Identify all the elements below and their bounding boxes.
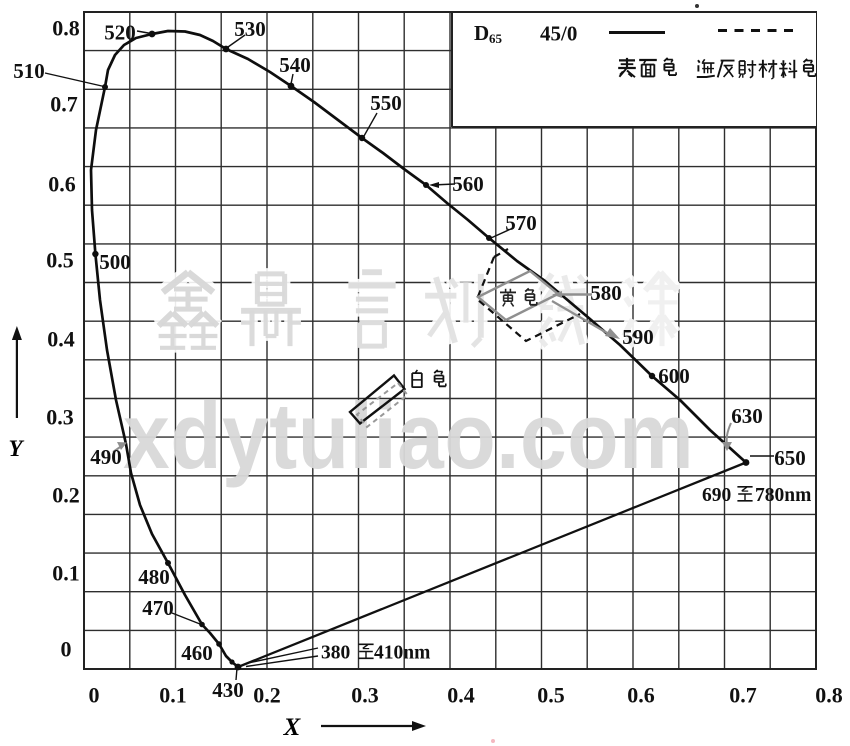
svg-text:0.5: 0.5: [537, 683, 565, 708]
svg-text:490: 490: [90, 445, 122, 469]
svg-text:0: 0: [61, 637, 72, 662]
svg-text:0.8: 0.8: [52, 16, 80, 41]
svg-text:0.1: 0.1: [52, 561, 80, 586]
svg-text:0.8: 0.8: [815, 683, 843, 708]
svg-text:Y: Y: [8, 436, 24, 461]
svg-text:0.3: 0.3: [46, 405, 74, 430]
svg-text:0.4: 0.4: [447, 683, 475, 708]
svg-text:xdytuliao.com: xdytuliao.com: [123, 383, 694, 488]
svg-text:500: 500: [99, 250, 131, 274]
svg-text:0.4: 0.4: [47, 327, 75, 352]
svg-text:600: 600: [658, 364, 690, 388]
svg-text:650: 650: [774, 446, 806, 470]
svg-text:510: 510: [13, 59, 45, 83]
svg-text:580: 580: [590, 281, 622, 305]
svg-text:380: 380: [321, 643, 350, 664]
svg-text:480: 480: [138, 565, 170, 589]
svg-text:0.7: 0.7: [729, 683, 757, 708]
svg-text:D: D: [474, 21, 489, 45]
svg-text:410nm: 410nm: [374, 643, 430, 664]
svg-text:780nm: 780nm: [755, 485, 811, 506]
svg-text:0.7: 0.7: [50, 92, 78, 117]
svg-text:0: 0: [89, 683, 100, 708]
svg-text:0.1: 0.1: [159, 683, 187, 708]
svg-text:430: 430: [212, 678, 244, 702]
svg-text:630: 630: [731, 404, 763, 428]
svg-text:0.6: 0.6: [48, 172, 76, 197]
svg-text:520: 520: [104, 21, 136, 45]
svg-text:65: 65: [489, 31, 503, 46]
svg-text:0.2: 0.2: [52, 483, 80, 508]
svg-text:570: 570: [505, 211, 537, 235]
svg-text:540: 540: [279, 53, 311, 77]
svg-text:590: 590: [622, 325, 654, 349]
svg-text:0.3: 0.3: [351, 683, 379, 708]
svg-text:550: 550: [370, 91, 402, 115]
svg-text:0.6: 0.6: [627, 683, 655, 708]
svg-text:560: 560: [452, 172, 484, 196]
svg-text:470: 470: [142, 596, 174, 620]
svg-text:530: 530: [234, 17, 266, 41]
svg-text:460: 460: [181, 641, 213, 665]
svg-text:0.5: 0.5: [46, 248, 74, 273]
svg-text:X: X: [283, 714, 302, 741]
svg-text:690: 690: [702, 485, 731, 506]
svg-text:45/0: 45/0: [540, 22, 577, 46]
svg-text:0.2: 0.2: [253, 683, 281, 708]
